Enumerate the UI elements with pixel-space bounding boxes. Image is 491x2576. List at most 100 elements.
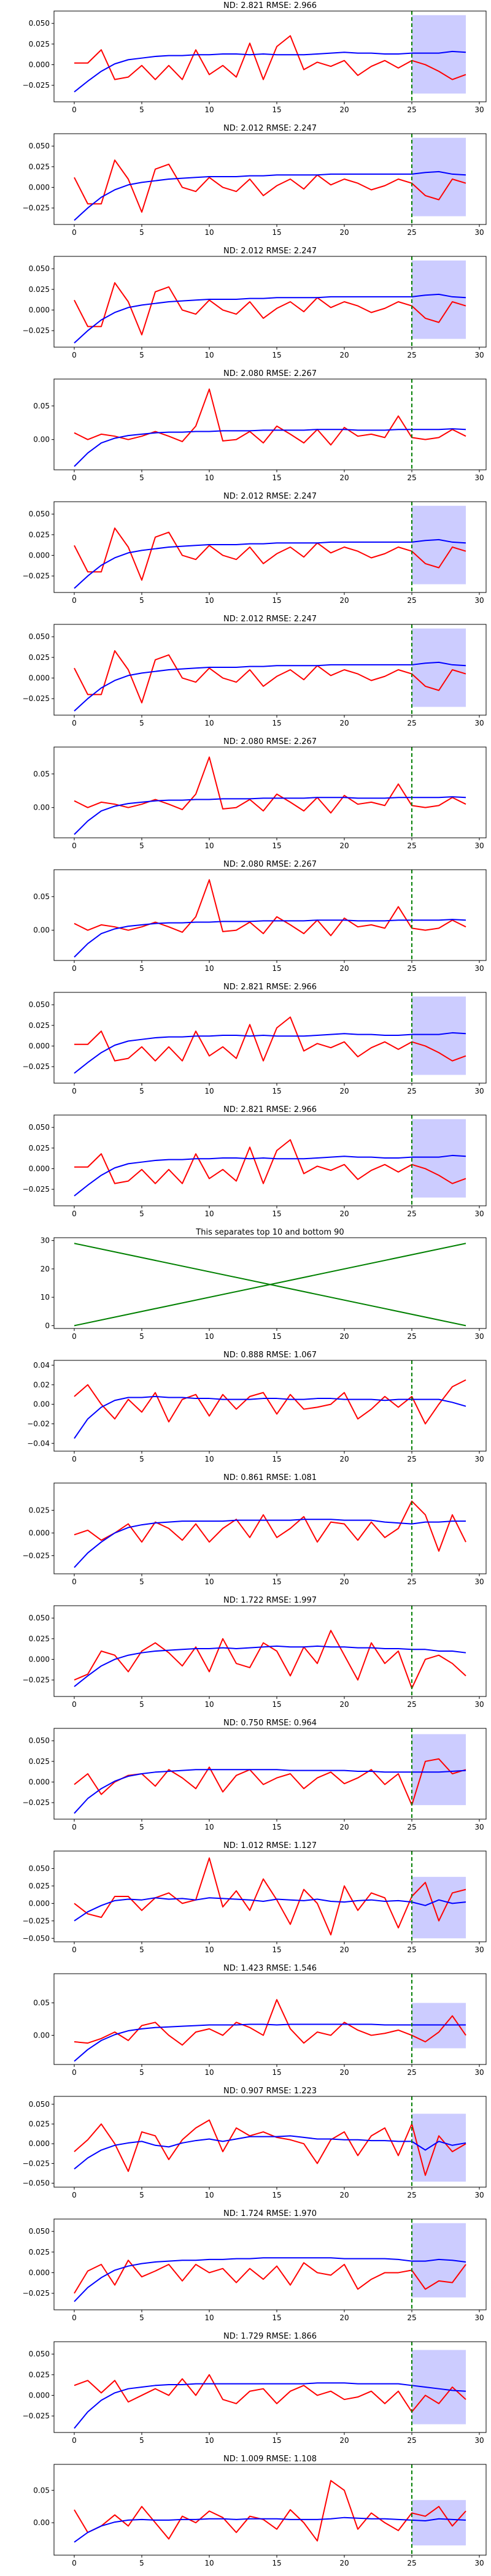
y-tick-label: 0.025 xyxy=(29,2371,50,2379)
x-tick-label: 20 xyxy=(339,2559,349,2567)
x-tick-label: 25 xyxy=(407,1945,416,1954)
x-tick-label: 15 xyxy=(272,2559,281,2567)
y-tick-label: 0.050 xyxy=(29,142,50,150)
series-line-0 xyxy=(74,1630,466,1689)
y-tick-label: 0.000 xyxy=(29,1041,50,1050)
x-tick-label: 0 xyxy=(72,964,77,973)
x-tick-label: 15 xyxy=(272,1577,281,1586)
y-tick-label: 0.000 xyxy=(29,60,50,69)
x-tick-label: 5 xyxy=(139,2313,144,2322)
series-line-1 xyxy=(74,919,466,958)
x-tick-label: 0 xyxy=(72,473,77,482)
axes-frame xyxy=(53,2096,487,2188)
x-tick-label: 5 xyxy=(139,1700,144,1709)
x-tick-label: 15 xyxy=(272,351,281,359)
subplot-title: ND: 2.821 RMSE: 2.966 xyxy=(223,983,317,992)
subplot-16: ND: 1.423 RMSE: 1.546 0 5 10 15 20 25 30 0.00 0.0… xyxy=(33,1964,487,2077)
x-tick-label: 25 xyxy=(407,351,416,359)
y-tick-label: 0.025 xyxy=(29,1882,50,1890)
x-tick-label: 20 xyxy=(339,1087,349,1095)
x-tick-label: 25 xyxy=(407,596,416,605)
x-tick-label: 25 xyxy=(407,2068,416,2077)
y-tick-label: −0.025 xyxy=(23,2289,50,2298)
x-tick-label: 30 xyxy=(474,1209,484,1218)
x-tick-label: 30 xyxy=(474,2436,484,2445)
y-tick-label: 0.025 xyxy=(29,2248,50,2256)
y-tick-label: 0.000 xyxy=(29,1899,50,1907)
y-tick-label: −0.025 xyxy=(23,326,50,335)
series-line-0 xyxy=(74,1016,466,1062)
x-tick-label: 10 xyxy=(204,1087,214,1095)
x-tick-label: 0 xyxy=(72,2436,77,2445)
x-tick-label: 5 xyxy=(139,2191,144,2199)
series-line-0 xyxy=(74,2119,466,2176)
confidence-band xyxy=(412,2350,466,2425)
x-tick-label: 30 xyxy=(474,2313,484,2322)
y-tick-label: −0.025 xyxy=(23,1062,50,1071)
x-tick-label: 15 xyxy=(272,228,281,237)
x-tick-label: 5 xyxy=(139,1455,144,1463)
axes-frame xyxy=(53,1605,487,1697)
x-tick-label: 15 xyxy=(272,105,281,114)
subplot-7: ND: 2.080 RMSE: 2.267 0 5 10 15 20 25 30 0.00 0.0… xyxy=(33,860,487,973)
subplot-title: ND: 1.423 RMSE: 1.546 xyxy=(223,1964,317,1973)
x-tick-label: 25 xyxy=(407,1455,416,1463)
x-tick-label: 30 xyxy=(474,1455,484,1463)
x-tick-label: 15 xyxy=(272,473,281,482)
x-tick-label: 30 xyxy=(474,473,484,482)
series-line-0 xyxy=(74,388,466,446)
subplot-10: This separates top 10 and bottom 90 0 5 10 1… xyxy=(41,1228,487,1341)
x-tick-label: 10 xyxy=(204,964,214,973)
axes-frame xyxy=(53,1237,487,1329)
x-tick-label: 10 xyxy=(204,2191,214,2199)
y-tick-label: −0.050 xyxy=(23,2179,50,2188)
confidence-band xyxy=(412,628,466,707)
subplot-title: ND: 1.724 RMSE: 1.970 xyxy=(223,2209,317,2218)
subplot-title: ND: 2.012 RMSE: 2.247 xyxy=(223,615,317,624)
subplot-11: ND: 0.888 RMSE: 1.067 0 5 10 15 20 25 30 −0.04 −0… xyxy=(27,1351,487,1463)
axes-frame xyxy=(53,746,487,838)
y-tick-label: −0.02 xyxy=(27,1419,50,1428)
series-line-1 xyxy=(74,539,466,589)
x-tick-label: 25 xyxy=(407,2191,416,2199)
series-line-0 xyxy=(74,527,466,581)
subplot-13: ND: 1.722 RMSE: 1.997 0 5 10 15 20 25 30 −0.025 0… xyxy=(23,1596,487,1709)
series-line-1 xyxy=(74,661,466,712)
x-tick-label: 30 xyxy=(474,1945,484,1954)
subplot-title: ND: 0.861 RMSE: 1.081 xyxy=(223,1473,317,1482)
x-tick-label: 30 xyxy=(474,596,484,605)
x-tick-label: 15 xyxy=(272,841,281,850)
y-tick-label: 0.050 xyxy=(29,2350,50,2358)
y-tick-label: 0.02 xyxy=(33,1381,50,1389)
x-tick-label: 15 xyxy=(272,1455,281,1463)
y-tick-label: 0.000 xyxy=(29,673,50,682)
y-tick-label: 0.00 xyxy=(33,2031,50,2039)
series-line-0 xyxy=(74,1500,466,1552)
x-tick-label: 0 xyxy=(72,1823,77,1831)
y-tick-label: 0.000 xyxy=(29,551,50,559)
x-tick-label: 10 xyxy=(204,1455,214,1463)
y-tick-label: 0.000 xyxy=(29,1655,50,1663)
x-tick-label: 5 xyxy=(139,2436,144,2445)
confidence-band xyxy=(412,1877,466,1939)
x-tick-label: 20 xyxy=(339,2068,349,2077)
subplot-title: ND: 2.821 RMSE: 2.966 xyxy=(223,1105,317,1114)
y-tick-label: 0.025 xyxy=(29,531,50,539)
x-tick-label: 5 xyxy=(139,351,144,359)
series-line-1 xyxy=(74,428,466,467)
x-tick-label: 0 xyxy=(72,1332,77,1341)
y-tick-label: 0.025 xyxy=(29,1635,50,1643)
y-tick-label: 0.000 xyxy=(29,1777,50,1786)
subplot-title: ND: 2.080 RMSE: 2.267 xyxy=(223,369,317,378)
x-tick-label: 30 xyxy=(474,2191,484,2199)
x-tick-label: 20 xyxy=(339,2191,349,2199)
series-line-0 xyxy=(74,2374,466,2413)
x-tick-label: 5 xyxy=(139,596,144,605)
x-tick-label: 30 xyxy=(474,1700,484,1709)
series-line-0 xyxy=(74,35,466,80)
series-line-0 xyxy=(74,159,466,213)
x-tick-label: 5 xyxy=(139,719,144,727)
x-tick-label: 15 xyxy=(272,2191,281,2199)
x-tick-label: 5 xyxy=(139,1087,144,1095)
